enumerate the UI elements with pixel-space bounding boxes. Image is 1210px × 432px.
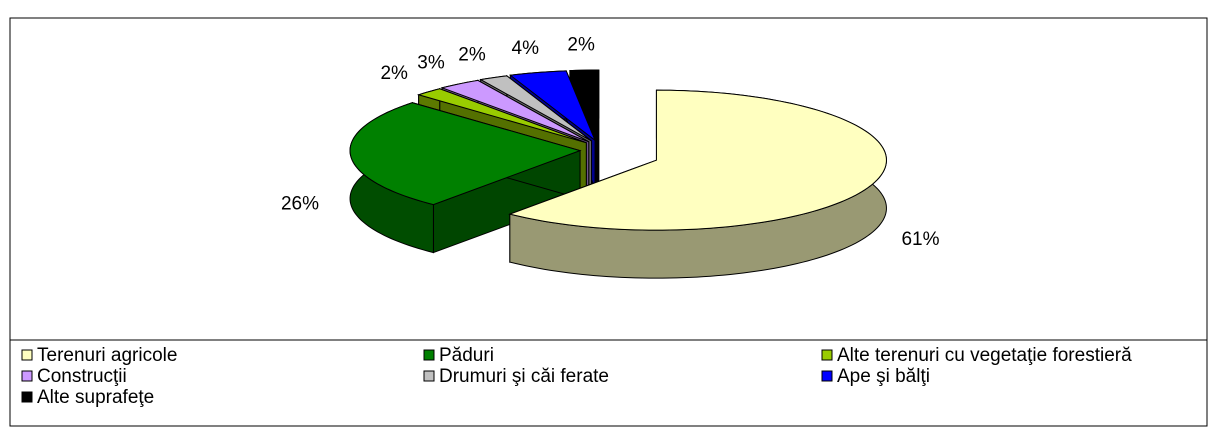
pie-slice	[349, 102, 582, 254]
legend-label: Drumuri şi căi ferate	[439, 366, 609, 387]
data-label: 4%	[512, 38, 540, 59]
legend-frame	[9, 339, 1208, 427]
legend-label: Păduri	[439, 345, 494, 366]
slice-top	[569, 69, 600, 141]
legend-swatch	[21, 370, 33, 382]
legend-label: Terenuri agricole	[37, 345, 177, 366]
slice-top	[416, 88, 587, 144]
slice-top	[349, 102, 582, 206]
legend-swatch	[821, 349, 833, 361]
legend-swatch	[21, 349, 33, 361]
legend-label: Construcţii	[37, 366, 127, 387]
legend-swatch	[423, 349, 435, 361]
data-label: 26%	[281, 194, 319, 215]
legend-swatch	[821, 370, 833, 382]
slice-top	[509, 70, 597, 142]
legend-swatch	[21, 391, 33, 403]
data-label: 3%	[417, 53, 445, 74]
slice-top	[440, 79, 590, 143]
slice-top	[508, 89, 887, 231]
slice-top	[479, 75, 592, 142]
data-label: 61%	[901, 229, 939, 250]
data-label: 2%	[458, 44, 486, 65]
legend-swatch	[423, 370, 435, 382]
legend-label: Alte suprafeţe	[37, 387, 154, 408]
legend-label: Ape şi bălţi	[837, 366, 930, 387]
data-label: 2%	[380, 63, 408, 84]
legend-label: Alte terenuri cu vegetaţie forestieră	[837, 345, 1132, 366]
pie-slice	[508, 89, 887, 279]
data-label: 2%	[567, 35, 595, 56]
